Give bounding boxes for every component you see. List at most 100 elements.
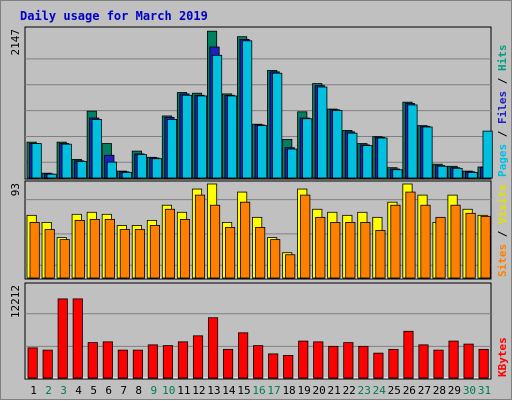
bar-sites-day-27 [420, 204, 431, 279]
bar-pages-day-27 [422, 126, 433, 179]
bar-sites-day-23 [360, 222, 371, 279]
bar-sites-day-26 [405, 191, 416, 279]
x-tick-label-day-12: 12 [192, 384, 205, 397]
x-tick-label-day-6: 6 [105, 384, 112, 397]
bar-pages-day-8 [136, 154, 147, 179]
bar-kbytes-day-28 [433, 349, 444, 379]
bar-sites-day-17 [270, 239, 281, 279]
bar-sites-day-10 [164, 208, 176, 279]
legend-entry: Files [496, 91, 509, 124]
bar-sites-day-1 [29, 222, 40, 279]
bar-kbytes-day-20 [313, 341, 324, 379]
bar-kbytes-day-3 [57, 298, 68, 379]
x-tick-label-day-1: 1 [30, 384, 37, 397]
bar-sites-day-8 [134, 229, 145, 279]
bar-kbytes-day-14 [223, 348, 234, 379]
bar-sites-day-2 [44, 229, 55, 279]
legend-entry: Pages [496, 144, 509, 177]
bar-sites-day-3 [59, 239, 70, 279]
x-tick-label-day-16: 16 [252, 384, 265, 397]
legend-entry: / [496, 124, 509, 144]
bar-pages-day-29 [452, 167, 463, 179]
bar-pages-day-30 [467, 172, 478, 179]
bar-kbytes-day-5 [87, 342, 98, 379]
x-tick-label-day-29: 29 [448, 384, 461, 397]
x-tick-label-day-13: 13 [207, 384, 220, 397]
bar-sites-day-30 [465, 212, 476, 279]
bar-pages-day-2 [46, 173, 57, 179]
bar-kbytes-day-25 [388, 348, 399, 379]
bar-pages-day-18 [287, 148, 298, 179]
bar-kbytes-day-21 [328, 345, 339, 379]
bar-sites-day-6 [104, 218, 115, 279]
panel-visits-max-label: 93 [9, 183, 22, 196]
bar-sites-day-11 [179, 218, 191, 279]
bar-kbytes-day-26 [403, 330, 414, 379]
bar-pages-day-16 [257, 125, 268, 179]
bar-sites-day-12 [194, 194, 206, 279]
bar-sites-day-15 [240, 201, 251, 279]
bar-pages-day-1 [31, 143, 42, 179]
bar-kbytes-day-24 [373, 352, 384, 379]
bar-sites-day-14 [225, 227, 236, 279]
legend-entry: KBytes [496, 337, 509, 377]
x-tick-label-day-17: 17 [267, 384, 280, 397]
chart-title: Daily usage for March 2019 [20, 9, 208, 23]
bar-pages-day-25 [392, 169, 403, 179]
bar-sites-day-20 [315, 216, 326, 279]
bar-kbytes-day-31 [478, 348, 489, 379]
legend-entry: / [496, 71, 509, 91]
bar-pages-day-14 [227, 95, 238, 179]
bar-pages-day-31 [482, 130, 493, 179]
x-tick-label-day-9: 9 [150, 384, 157, 397]
bar-pages-day-24 [377, 137, 388, 179]
x-tick-label-day-19: 19 [297, 384, 310, 397]
panel-hits-max-label: 2147 [9, 29, 22, 56]
bar-sites-day-9 [149, 225, 160, 279]
bar-kbytes-day-11 [177, 341, 189, 379]
x-tick-label-day-4: 4 [75, 384, 82, 397]
bar-sites-day-29 [450, 204, 461, 279]
x-tick-label-day-10: 10 [162, 384, 175, 397]
bar-pages-day-20 [317, 86, 328, 179]
bar-kbytes-day-4 [72, 298, 83, 379]
x-tick-label-day-24: 24 [373, 384, 387, 397]
bar-pages-day-19 [302, 118, 313, 179]
x-tick-label-day-22: 22 [343, 384, 356, 397]
panel-visits-legend: Sites / Visits [496, 184, 509, 277]
x-tick-label-day-3: 3 [60, 384, 67, 397]
bar-pages-day-6 [106, 161, 117, 179]
bar-pages-day-28 [437, 165, 448, 179]
bar-sites-day-24 [375, 230, 386, 279]
bar-sites-day-21 [330, 222, 341, 279]
bar-sites-day-7 [119, 229, 130, 279]
bar-kbytes-day-8 [132, 349, 143, 379]
x-tick-label-day-23: 23 [358, 384, 371, 397]
bar-pages-day-17 [272, 72, 283, 179]
panel-kbytes-max-label: 12212 [9, 285, 22, 318]
bar-sites-day-25 [390, 204, 401, 279]
bar-kbytes-day-22 [343, 342, 354, 379]
bar-kbytes-day-2 [42, 349, 53, 379]
bar-kbytes-day-18 [283, 354, 294, 379]
bar-kbytes-day-9 [147, 344, 158, 379]
bar-kbytes-day-27 [418, 344, 429, 379]
x-tick-label-day-28: 28 [433, 384, 446, 397]
bar-pages-day-21 [332, 110, 343, 179]
bar-kbytes-day-30 [463, 343, 474, 379]
x-tick-label-day-21: 21 [328, 384, 341, 397]
bar-kbytes-day-16 [253, 345, 264, 379]
x-tick-label-day-25: 25 [388, 384, 401, 397]
legend-entry: Hits [496, 45, 509, 72]
bar-pages-day-3 [61, 143, 72, 179]
x-tick-label-day-20: 20 [313, 384, 326, 397]
bar-pages-day-5 [91, 119, 102, 179]
bar-kbytes-day-29 [448, 340, 459, 379]
x-tick-label-day-8: 8 [135, 384, 142, 397]
bar-pages-day-15 [242, 40, 253, 179]
x-tick-label-day-5: 5 [90, 384, 97, 397]
bar-kbytes-day-13 [207, 317, 219, 379]
bar-kbytes-day-1 [27, 347, 38, 379]
